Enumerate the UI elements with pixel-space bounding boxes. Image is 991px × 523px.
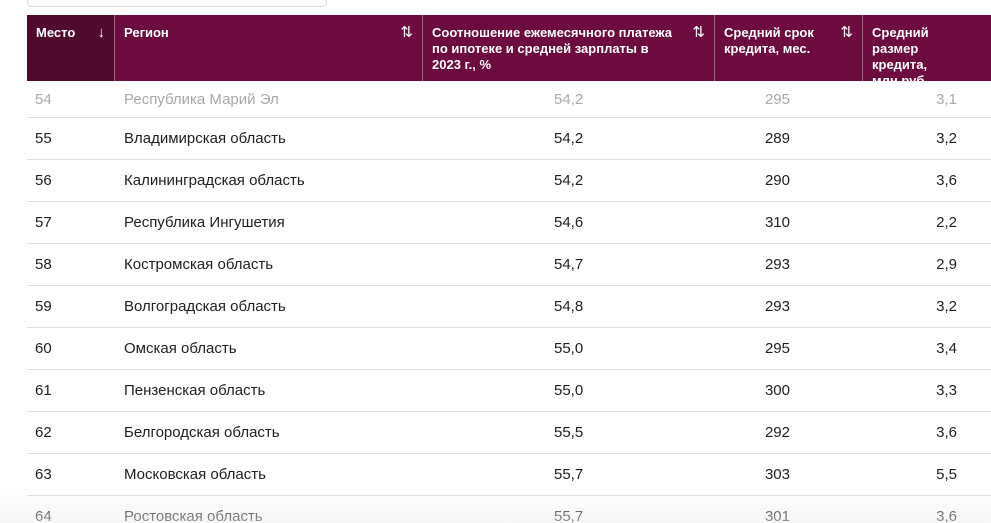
cell-region: Костромская область [124,256,274,273]
cell-term: 293 [764,298,790,315]
cell-ratio: 55,7 [554,508,584,523]
column-header-ratio[interactable]: Соотношение ежемесячного платежа по ипот… [423,15,715,81]
cell-ratio: 55,5 [554,424,584,441]
cell-region: Пензенская область [124,382,266,399]
cell-size: 2,9 [936,256,957,273]
cell-size: 3,3 [936,382,957,399]
cell-term: 292 [764,424,790,441]
column-header-rank[interactable]: Место ↓ [27,15,115,81]
cell-ratio: 54,2 [554,90,584,108]
cell-ratio: 54,8 [554,298,584,315]
table-body: 54 Республика Марий Эл 54,2 295 3,1 55 Владими… [27,81,991,523]
cell-term: 290 [764,172,790,189]
cell-region: Республика Марий Эл [124,90,279,108]
table-row: 58 Костромская область 54,7 293 2,9 [27,244,991,286]
table-header: Место ↓ Регион ⇅ Соотношение ежемесячног… [27,15,991,81]
cell-region: Калининградская область [124,172,305,189]
cell-region: Белгородская область [124,424,280,441]
table-row: 57 Республика Ингушетия 54,6 310 2,2 [27,202,991,244]
cell-region: Волгоградская область [124,298,286,315]
column-header-label: Место [36,25,76,40]
table-row: 61 Пензенская область 55,0 300 3,3 [27,370,991,412]
cell-rank: 56 [35,172,52,189]
table-row: 62 Белгородская область 55,5 292 3,6 [27,412,991,454]
column-header-label: Средний размер кредита, млн руб. [872,25,929,81]
table-row: 59 Волгоградская область 54,8 293 3,2 [27,286,991,328]
cell-region: Ростовская область [124,508,263,523]
cell-region: Владимирская область [124,130,286,147]
cell-ratio: 54,7 [554,256,584,273]
cell-size: 3,4 [936,340,957,357]
cell-term: 301 [764,508,790,523]
cell-term: 310 [764,214,790,231]
cell-rank: 54 [35,90,52,108]
cell-rank: 62 [35,424,52,441]
table-row: 55 Владимирская область 54,2 289 3,2 [27,118,991,160]
cell-rank: 55 [35,130,52,147]
search-input[interactable] [27,0,327,7]
cell-rank: 61 [35,382,52,399]
cell-rank: 64 [35,508,52,523]
cell-rank: 57 [35,214,52,231]
cell-rank: 60 [35,340,52,357]
cell-size: 3,2 [936,130,957,147]
cell-size: 3,2 [936,298,957,315]
cell-region: Московская область [124,466,266,483]
cell-ratio: 55,7 [554,466,584,483]
cell-size: 3,6 [936,172,957,189]
cell-region: Республика Ингушетия [124,214,285,231]
table-row: 54 Республика Марий Эл 54,2 295 3,1 [27,81,991,118]
cell-size: 5,5 [936,466,957,483]
cell-ratio: 54,2 [554,130,584,147]
sort-icon[interactable]: ⇅ [840,24,853,41]
cell-term: 293 [764,256,790,273]
rating-table: Место ↓ Регион ⇅ Соотношение ежемесячног… [27,15,991,523]
table-row: 63 Московская область 55,7 303 5,5 [27,454,991,496]
cell-term: 295 [764,340,790,357]
cell-ratio: 54,2 [554,172,584,189]
cell-ratio: 55,0 [554,382,584,399]
cell-rank: 63 [35,466,52,483]
cell-rank: 59 [35,298,52,315]
column-header-label: Соотношение ежемесячного платежа по ипот… [432,25,673,72]
table-row: 60 Омская область 55,0 295 3,4 [27,328,991,370]
table-row: 56 Калининградская область 54,2 290 3,6 [27,160,991,202]
cell-ratio: 55,0 [554,340,584,357]
arrow-down-icon[interactable]: ↓ [97,24,106,41]
sort-icon[interactable]: ⇅ [400,24,413,41]
column-header-region[interactable]: Регион ⇅ [115,15,423,81]
column-header-label: Регион [124,25,169,40]
cell-size: 3,6 [936,424,957,441]
cell-size: 3,6 [936,508,957,523]
cell-term: 289 [764,130,790,147]
cell-size: 2,2 [936,214,957,231]
cell-term: 303 [764,466,790,483]
column-header-label: Средний срок кредита, мес. [724,25,814,56]
cell-term: 300 [764,382,790,399]
sort-icon[interactable]: ⇅ [692,24,705,41]
cell-ratio: 54,6 [554,214,584,231]
table-row: 64 Ростовская область 55,7 301 3,6 [27,496,991,523]
cell-region: Омская область [124,340,237,357]
cell-rank: 58 [35,256,52,273]
cell-size: 3,1 [936,90,957,108]
column-header-term[interactable]: Средний срок кредита, мес. ⇅ [715,15,863,81]
column-header-size[interactable]: Средний размер кредита, млн руб. [863,15,991,81]
cell-term: 295 [764,90,790,108]
